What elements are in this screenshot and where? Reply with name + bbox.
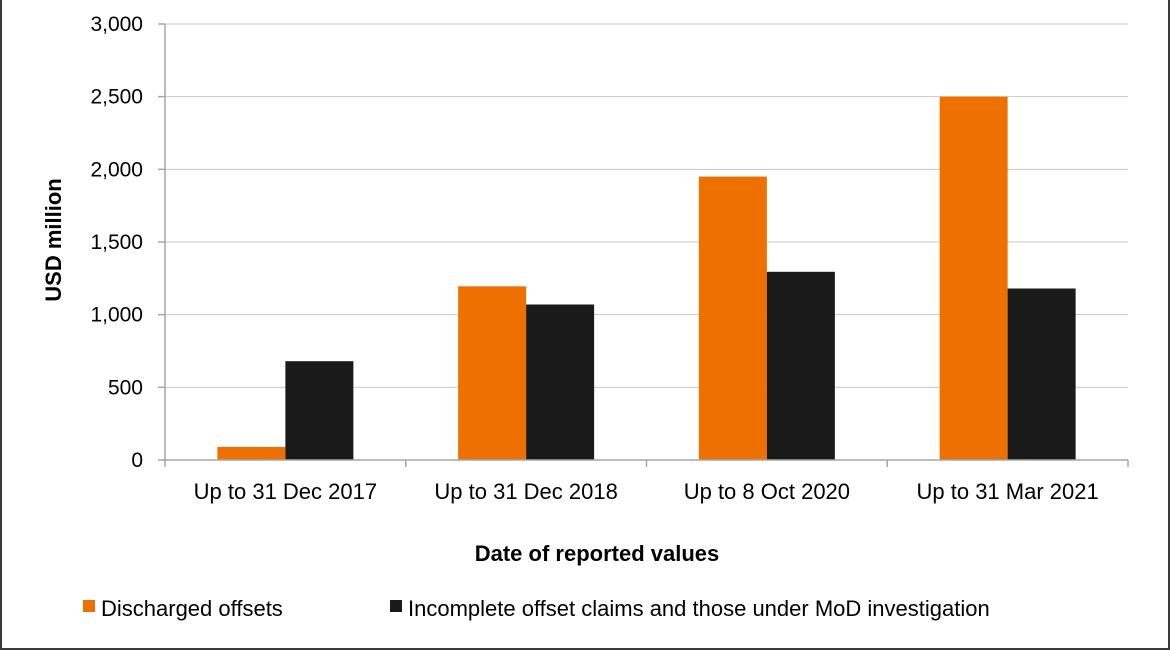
y-tick-label: 1,500 (90, 231, 143, 254)
x-tick-label: Up to 31 Dec 2017 (194, 479, 377, 504)
bar-discharged-2 (698, 176, 767, 460)
y-tick-labels: 0 500 1,000 1,500 2,000 2,500 3,000 (90, 13, 143, 472)
bar-discharged-3 (939, 96, 1008, 461)
y-tick-label: 0 (131, 449, 143, 472)
legend-swatch-incomplete-claims (390, 600, 402, 612)
x-tick-label: Up to 31 Dec 2018 (434, 479, 617, 504)
y-axis-title: USD million (41, 178, 66, 301)
x-axis-title: Date of reported values (475, 541, 720, 566)
legend-swatch-discharged-offsets (83, 600, 95, 612)
y-tick-label: 500 (108, 376, 143, 399)
y-tick-label: 1,000 (90, 304, 143, 327)
bar-discharged-1 (458, 286, 527, 460)
legend-label-discharged-offsets: Discharged offsets (101, 596, 283, 621)
bar-incomplete-3 (1007, 288, 1076, 460)
bar-incomplete-0 (285, 361, 354, 460)
bar-incomplete-1 (526, 304, 595, 460)
x-tick-label: Up to 8 Oct 2020 (684, 479, 850, 504)
legend: Discharged offsets Incomplete offset cla… (83, 596, 990, 621)
x-tick-label: Up to 31 Mar 2021 (917, 479, 1099, 504)
bars (217, 96, 1076, 461)
bar-discharged-0 (217, 446, 286, 460)
y-tick-label: 3,000 (90, 13, 143, 36)
axes (158, 23, 1129, 467)
y-tick-label: 2,000 (90, 158, 143, 181)
bar-incomplete-2 (766, 271, 835, 460)
legend-label-incomplete-claims: Incomplete offset claims and those under… (408, 596, 990, 621)
y-tick-label: 2,500 (90, 86, 143, 109)
x-tick-labels: Up to 31 Dec 2017 Up to 31 Dec 2018 Up to … (194, 479, 1099, 504)
